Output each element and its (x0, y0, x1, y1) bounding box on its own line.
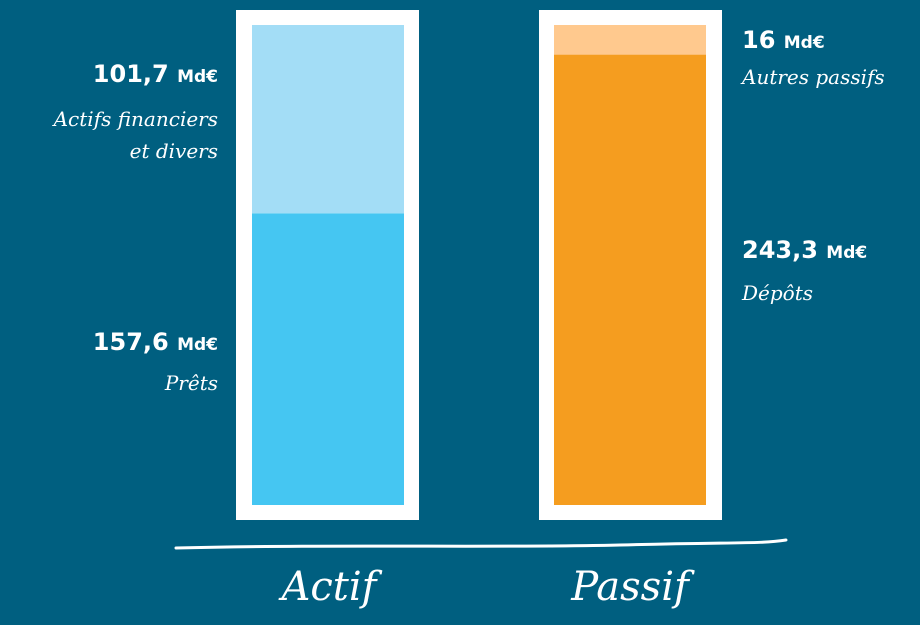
category-label-actif: Actif (278, 564, 383, 610)
passif-bar-depots (554, 54, 706, 505)
depots-label: Dépôts (741, 281, 813, 305)
depots-value: 243,3 Md€ (742, 236, 867, 264)
actifs-financiers-label-line1: Actifs financiers (52, 107, 218, 131)
actifs-financiers-label-line2: et divers (130, 139, 218, 163)
prets-label: Prêts (164, 371, 218, 395)
passif-column (539, 10, 722, 520)
category-label-passif: Passif (570, 564, 695, 610)
passif-bar-autres-passifs (554, 25, 706, 55)
prets-value: 157,6 Md€ (93, 328, 218, 356)
actifs-financiers-value: 101,7 Md€ (93, 60, 218, 88)
actif-column (236, 10, 419, 520)
autres-passifs-label: Autres passifs (740, 65, 885, 89)
actif-bar-actifs-financiers (252, 25, 404, 214)
autres-passifs-value: 16 Md€ (742, 26, 825, 54)
baseline (174, 538, 788, 550)
actif-bar-prets (252, 213, 404, 506)
